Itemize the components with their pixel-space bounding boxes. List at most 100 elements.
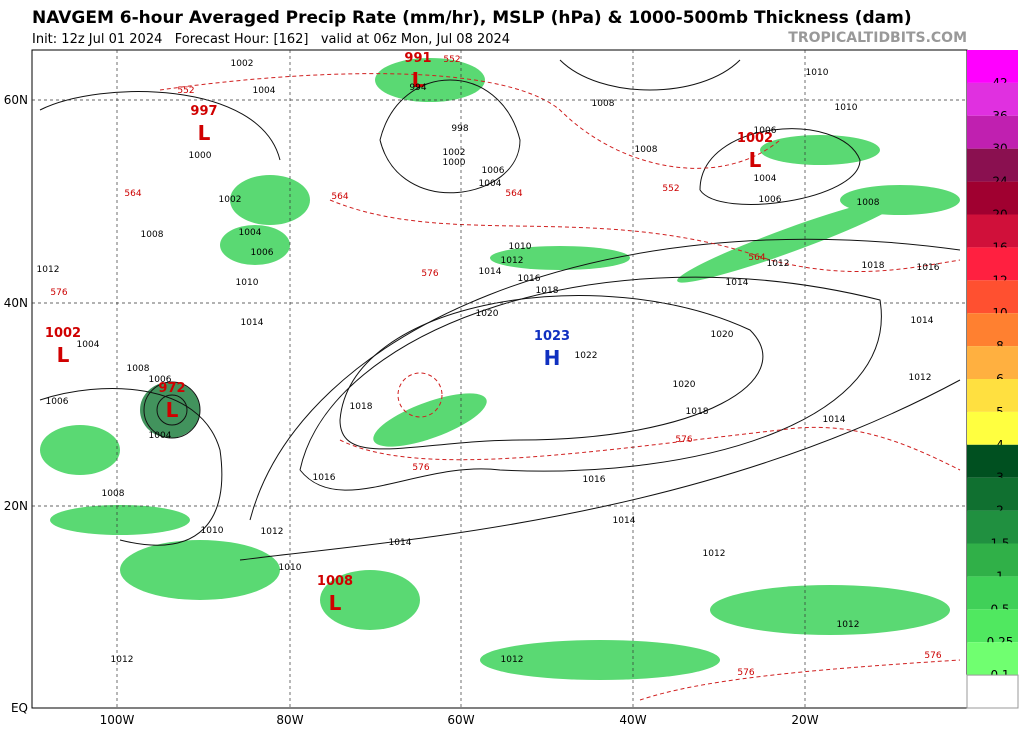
isobar-label: 1010 [236,278,259,288]
isobar-label: 1012 [703,549,726,559]
isobar-label: 1020 [711,330,734,340]
colorbar-bin [967,642,1018,676]
isobar-label: 1014 [613,516,636,526]
isobar-label: 1006 [754,126,777,136]
isobar-label: 1000 [443,158,466,168]
isobar-label: 1008 [127,364,150,374]
lon-label: 20W [791,713,818,727]
center-letter: L [749,148,762,172]
isobar-label: 1008 [141,230,164,240]
colorbar-bin [967,280,1018,314]
lon-label: 100W [100,713,135,727]
isobar-label: 1006 [759,195,782,205]
center-letter: L [166,398,179,422]
lon-label: 80W [276,713,303,727]
lat-label: EQ [11,701,28,715]
isobar-label: 1004 [253,86,276,96]
colorbar-bin [967,247,1018,281]
colorbar-bin [967,609,1018,643]
isobar-label: 1014 [823,415,846,425]
isobar-label: 1018 [536,286,559,296]
center-value: 1008 [317,574,353,589]
colorbar-bin [967,115,1018,149]
isobar-label: 1014 [389,538,412,548]
colorbar-bin [967,346,1018,379]
isobar-label: 1008 [102,489,125,499]
colorbar-bin [967,510,1018,544]
isobar-label: 1002 [231,59,254,69]
isobar-label: 1014 [911,316,934,326]
isobar-label: 1002 [219,195,242,205]
isobar-label: 1006 [149,375,172,385]
isobar-label: 1006 [46,397,69,407]
thickness-label: 576 [924,651,941,661]
isobar-label: 1004 [77,340,100,350]
colorbar-bin [967,543,1018,577]
subtitle: Init: 12z Jul 01 2024 Forecast Hour: [16… [32,32,510,47]
isobar-label: 1016 [518,274,541,284]
isobar-label: 1012 [261,527,284,537]
colorbar-bin [967,50,1018,83]
isobar-label: 1020 [673,380,696,390]
isobar-label: 1012 [37,265,60,275]
thickness-label: 552 [662,184,679,194]
isobar-label: 1016 [313,473,336,483]
isobar-label: 1010 [835,103,858,113]
isobar-label: 1016 [583,475,606,485]
thickness-label: 564 [505,189,522,199]
colorbar-bin [967,214,1018,248]
watermark: TROPICALTIDBITS.COM [788,30,967,46]
isobar-label: 1008 [592,99,615,109]
isobar-label: 1018 [862,261,885,271]
colorbar-bin [967,148,1018,182]
isobar-label: 1020 [476,309,499,319]
isobar-label: 1012 [837,620,860,630]
center-value: 972 [158,381,185,396]
thickness-label: 576 [737,668,754,678]
isobar-label: 1014 [479,267,502,277]
isobar-label: 1004 [239,228,262,238]
center-value: 991 [404,51,431,66]
isobar-label: 1004 [479,179,502,189]
isobar-label: 1002 [443,148,466,158]
isobar-label: 1006 [251,248,274,258]
center-letter: L [57,343,70,367]
isobar-label: 1018 [686,407,709,417]
isobar-label: 1016 [917,263,940,273]
graticule [32,50,967,708]
isobar-label: 1010 [509,242,532,252]
isobar-label: 1004 [754,174,777,184]
thickness-label: 564 [124,189,141,199]
isobar-label: 1012 [767,259,790,269]
isobar-label: 1014 [726,278,749,288]
title: NAVGEM 6-hour Averaged Precip Rate (mm/h… [32,8,912,28]
isobar-label: 998 [451,124,468,134]
isobar-label: 1012 [111,655,134,665]
colorbar-bin [966,674,1019,709]
center-letter: H [544,346,561,370]
center-value: 1002 [737,131,773,146]
thickness-label: 552 [177,86,194,96]
center-value: 1002 [45,326,81,341]
isobar-label: 1010 [201,526,224,536]
colorbar-bin [967,82,1018,116]
isobar-label: 1008 [857,198,880,208]
colorbar-bin [967,477,1018,511]
thickness-label: 576 [50,288,67,298]
center-letter: L [198,121,211,145]
colorbar-bin [967,576,1018,610]
isobar-label: 1012 [501,256,524,266]
isobar-label: 1006 [482,166,505,176]
thickness-label: 552 [443,55,460,65]
isobar-label: 994 [409,83,426,93]
precip [40,58,960,680]
colorbar-bin [967,181,1018,215]
center-value: 1023 [534,329,570,344]
thickness [159,73,961,701]
thickness-label: 576 [412,463,429,473]
thickness-label: 576 [421,269,438,279]
colorbar-bin [967,411,1018,445]
isobar-label: 1010 [806,68,829,78]
colorbar-bin [967,444,1018,478]
lat-label: 20N [4,499,28,513]
